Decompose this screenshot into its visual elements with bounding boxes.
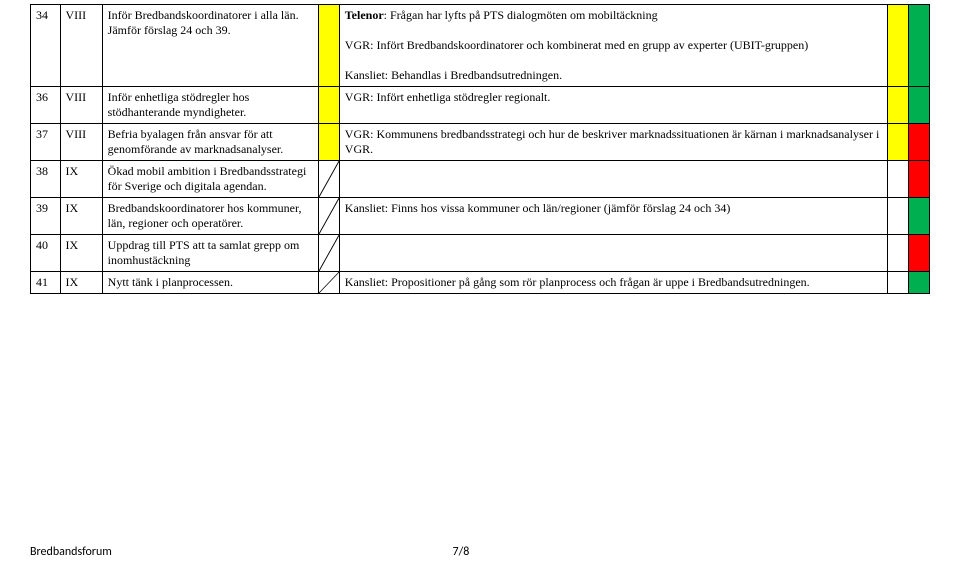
row-status-1 xyxy=(887,198,908,235)
page-footer: Bredbandsforum 7/8 xyxy=(30,545,930,559)
row-status-1 xyxy=(887,87,908,124)
row-number: 37 xyxy=(31,124,61,161)
row-comment xyxy=(339,235,887,272)
row-number: 34 xyxy=(31,5,61,87)
row-status-1 xyxy=(887,235,908,272)
row-diagonal-cell xyxy=(318,87,339,124)
row-description: Befria byalagen från ansvar för att geno… xyxy=(102,124,318,161)
row-description: Inför enhetliga stödregler hos stödhante… xyxy=(102,87,318,124)
row-description: Nytt tänk i planprocessen. xyxy=(102,272,318,294)
row-status-2 xyxy=(908,87,929,124)
row-description: Uppdrag till PTS att ta samlat grepp om … xyxy=(102,235,318,272)
row-diagonal-cell xyxy=(318,235,339,272)
row-number: 38 xyxy=(31,161,61,198)
row-diagonal-cell xyxy=(318,124,339,161)
row-comment: VGR: Infört enhetliga stödregler regiona… xyxy=(339,87,887,124)
table-row: 38IXÖkad mobil ambition i Bredbandsstrat… xyxy=(31,161,930,198)
table-row: 39IXBredbandskoordinatorer hos kommuner,… xyxy=(31,198,930,235)
row-status-1 xyxy=(887,161,908,198)
row-status-2 xyxy=(908,235,929,272)
row-number: 41 xyxy=(31,272,61,294)
row-status-1 xyxy=(887,272,908,294)
row-status-2 xyxy=(908,272,929,294)
row-description: Inför Bredbandskoordinatorer i alla län.… xyxy=(102,5,318,87)
row-chapter: IX xyxy=(60,235,102,272)
row-status-2 xyxy=(908,161,929,198)
table-row: 37VIIIBefria byalagen från ansvar för at… xyxy=(31,124,930,161)
row-number: 36 xyxy=(31,87,61,124)
proposals-table: 34VIIIInför Bredbandskoordinatorer i all… xyxy=(30,4,930,294)
row-comment: Kansliet: Propositioner på gång som rör … xyxy=(339,272,887,294)
row-status-2 xyxy=(908,124,929,161)
row-status-1 xyxy=(887,5,908,87)
row-comment: VGR: Kommunens bredbandsstrategi och hur… xyxy=(339,124,887,161)
row-description: Ökad mobil ambition i Bredbandsstrategi … xyxy=(102,161,318,198)
table-row: 34VIIIInför Bredbandskoordinatorer i all… xyxy=(31,5,930,87)
row-status-2 xyxy=(908,198,929,235)
row-status-2 xyxy=(908,5,929,87)
row-diagonal-cell xyxy=(318,5,339,87)
table-row: 41IXNytt tänk i planprocessen. Kansliet: … xyxy=(31,272,930,294)
row-chapter: IX xyxy=(60,272,102,294)
row-diagonal-cell xyxy=(318,272,339,294)
row-chapter: IX xyxy=(60,198,102,235)
row-status-1 xyxy=(887,124,908,161)
row-number: 40 xyxy=(31,235,61,272)
footer-left: Bredbandsforum xyxy=(30,545,112,559)
table-row: 40IXUppdrag till PTS att ta samlat grepp… xyxy=(31,235,930,272)
row-diagonal-cell xyxy=(318,198,339,235)
row-description: Bredbandskoordinatorer hos kommuner, län… xyxy=(102,198,318,235)
row-chapter: IX xyxy=(60,161,102,198)
footer-page-number: 7/8 xyxy=(112,545,810,559)
row-comment: Telenor: Frågan har lyfts på PTS dialogm… xyxy=(339,5,887,87)
table-row: 36VIIIInför enhetliga stödregler hos stö… xyxy=(31,87,930,124)
row-diagonal-cell xyxy=(318,161,339,198)
row-number: 39 xyxy=(31,198,61,235)
row-chapter: VIII xyxy=(60,124,102,161)
row-chapter: VIII xyxy=(60,87,102,124)
row-comment xyxy=(339,161,887,198)
row-comment: Kansliet: Finns hos vissa kommuner och l… xyxy=(339,198,887,235)
row-chapter: VIII xyxy=(60,5,102,87)
